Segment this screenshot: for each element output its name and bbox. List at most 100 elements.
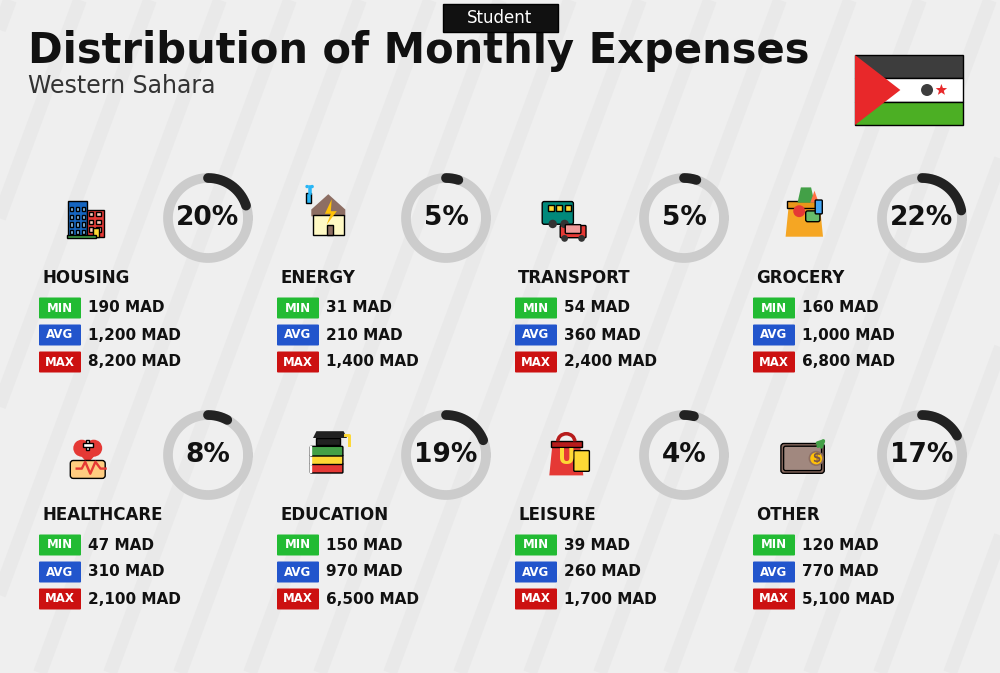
Circle shape [548, 219, 557, 228]
Text: 2,400 MAD: 2,400 MAD [564, 355, 657, 369]
Text: MAX: MAX [45, 355, 75, 369]
Text: 39 MAD: 39 MAD [564, 538, 630, 553]
Circle shape [85, 439, 102, 457]
Text: AVG: AVG [760, 328, 788, 341]
Text: 5,100 MAD: 5,100 MAD [802, 592, 895, 606]
FancyBboxPatch shape [70, 230, 73, 234]
Circle shape [310, 185, 314, 188]
FancyBboxPatch shape [442, 4, 558, 32]
FancyBboxPatch shape [753, 351, 795, 372]
Circle shape [793, 205, 805, 217]
Circle shape [561, 235, 568, 242]
FancyBboxPatch shape [753, 561, 795, 583]
FancyBboxPatch shape [89, 227, 93, 232]
Text: MAX: MAX [759, 592, 789, 606]
FancyBboxPatch shape [39, 588, 81, 610]
Text: GROCERY: GROCERY [756, 269, 844, 287]
FancyBboxPatch shape [855, 78, 963, 102]
Text: MAX: MAX [521, 355, 551, 369]
FancyBboxPatch shape [86, 439, 89, 450]
FancyBboxPatch shape [815, 200, 822, 214]
Text: OTHER: OTHER [756, 506, 820, 524]
Text: 190 MAD: 190 MAD [88, 301, 164, 316]
FancyBboxPatch shape [310, 446, 343, 456]
Text: MIN: MIN [285, 302, 311, 314]
Text: 31 MAD: 31 MAD [326, 301, 392, 316]
Text: MAX: MAX [283, 592, 313, 606]
Text: 310 MAD: 310 MAD [88, 565, 164, 579]
FancyBboxPatch shape [574, 451, 589, 471]
FancyBboxPatch shape [277, 324, 319, 345]
FancyBboxPatch shape [565, 205, 571, 211]
Text: $: $ [812, 452, 820, 465]
FancyBboxPatch shape [310, 463, 343, 473]
Text: 20%: 20% [176, 205, 240, 231]
FancyBboxPatch shape [39, 324, 81, 345]
FancyBboxPatch shape [70, 460, 105, 479]
FancyBboxPatch shape [560, 225, 586, 238]
FancyBboxPatch shape [781, 444, 824, 473]
FancyBboxPatch shape [68, 201, 87, 237]
Text: MIN: MIN [523, 302, 549, 314]
FancyBboxPatch shape [855, 102, 963, 125]
FancyBboxPatch shape [89, 219, 93, 224]
Text: AVG: AVG [46, 328, 74, 341]
Polygon shape [325, 199, 337, 225]
FancyBboxPatch shape [39, 297, 81, 318]
FancyBboxPatch shape [76, 222, 79, 227]
FancyBboxPatch shape [277, 351, 319, 372]
Text: 2,100 MAD: 2,100 MAD [88, 592, 181, 606]
FancyBboxPatch shape [96, 227, 100, 232]
FancyBboxPatch shape [515, 534, 557, 555]
FancyBboxPatch shape [753, 324, 795, 345]
Polygon shape [313, 431, 347, 438]
Text: 970 MAD: 970 MAD [326, 565, 403, 579]
Text: MAX: MAX [45, 592, 75, 606]
FancyBboxPatch shape [548, 205, 554, 211]
FancyBboxPatch shape [93, 228, 99, 237]
FancyBboxPatch shape [96, 212, 100, 216]
FancyBboxPatch shape [515, 297, 557, 318]
Text: 8,200 MAD: 8,200 MAD [88, 355, 181, 369]
FancyBboxPatch shape [76, 207, 79, 211]
FancyBboxPatch shape [70, 215, 73, 219]
Text: MAX: MAX [521, 592, 551, 606]
Text: AVG: AVG [284, 565, 312, 579]
Text: EDUCATION: EDUCATION [280, 506, 388, 524]
FancyBboxPatch shape [316, 438, 340, 445]
FancyBboxPatch shape [89, 212, 93, 216]
Text: 160 MAD: 160 MAD [802, 301, 879, 316]
FancyBboxPatch shape [66, 235, 96, 238]
FancyBboxPatch shape [82, 207, 85, 211]
FancyBboxPatch shape [82, 222, 85, 227]
Text: TRANSPORT: TRANSPORT [518, 269, 631, 287]
FancyBboxPatch shape [277, 588, 319, 610]
FancyBboxPatch shape [82, 215, 85, 219]
Circle shape [809, 451, 824, 466]
FancyBboxPatch shape [39, 561, 81, 583]
Polygon shape [936, 84, 947, 95]
FancyBboxPatch shape [277, 534, 319, 555]
Text: 150 MAD: 150 MAD [326, 538, 402, 553]
Text: 1,700 MAD: 1,700 MAD [564, 592, 657, 606]
Text: ENERGY: ENERGY [280, 269, 355, 287]
FancyBboxPatch shape [556, 205, 562, 211]
Text: 6,500 MAD: 6,500 MAD [326, 592, 419, 606]
Text: 6,800 MAD: 6,800 MAD [802, 355, 895, 369]
Text: 1,000 MAD: 1,000 MAD [802, 328, 895, 343]
FancyBboxPatch shape [83, 443, 93, 446]
Text: MAX: MAX [283, 355, 313, 369]
FancyBboxPatch shape [515, 324, 557, 345]
FancyBboxPatch shape [313, 215, 344, 235]
Circle shape [915, 81, 932, 98]
Text: AVG: AVG [760, 565, 788, 579]
FancyBboxPatch shape [306, 192, 311, 203]
Text: AVG: AVG [46, 565, 74, 579]
Circle shape [305, 185, 309, 188]
FancyBboxPatch shape [515, 561, 557, 583]
FancyBboxPatch shape [753, 297, 795, 318]
Text: AVG: AVG [522, 565, 550, 579]
FancyBboxPatch shape [87, 209, 104, 237]
Text: 47 MAD: 47 MAD [88, 538, 154, 553]
FancyBboxPatch shape [753, 534, 795, 555]
